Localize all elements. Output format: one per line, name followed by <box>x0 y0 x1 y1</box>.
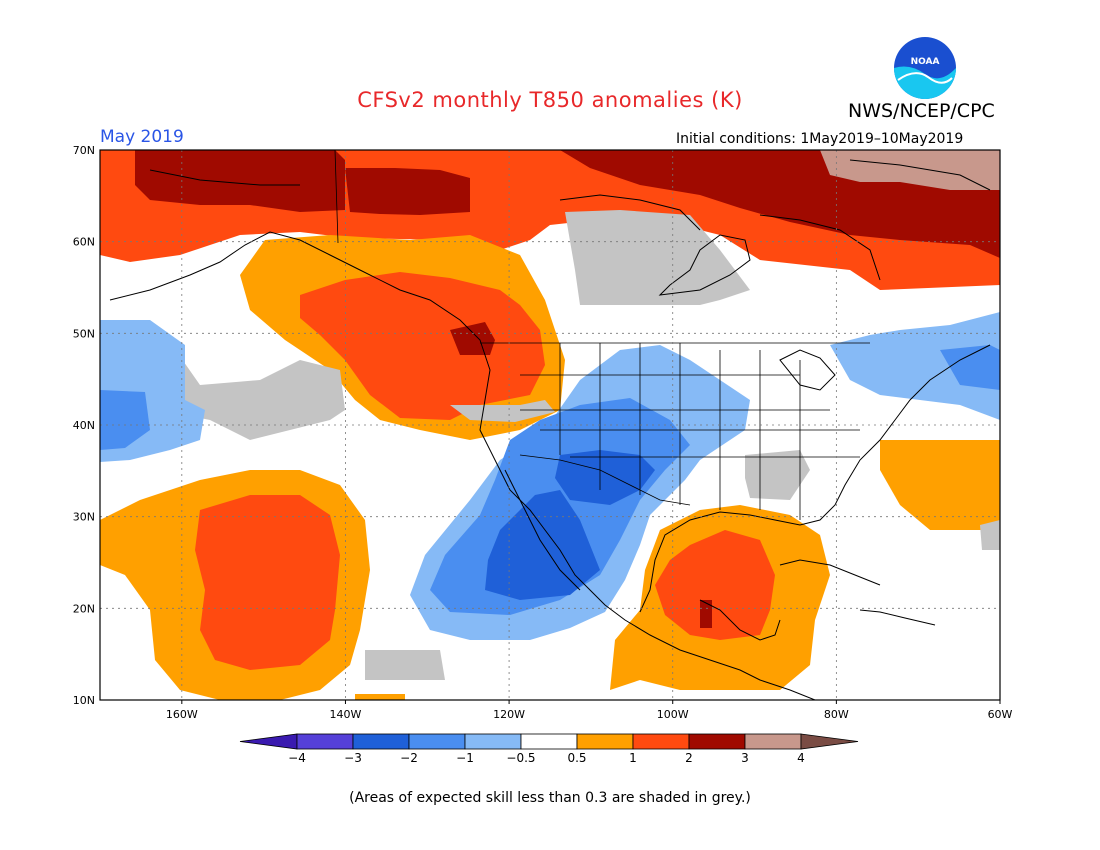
lon-label: 80W <box>824 708 849 721</box>
anomaly-region-yucatan-strong <box>700 600 712 628</box>
colorbar-box <box>632 733 690 750</box>
anomaly-region-baja-strong <box>485 490 600 600</box>
lat-label: 40N <box>73 419 95 432</box>
colorbar-tick-label: 3 <box>741 751 749 765</box>
anomaly-region-gulf-red <box>655 530 775 640</box>
low-skill-region-atlantic-east <box>980 520 1000 550</box>
colorbar-box <box>576 733 634 750</box>
colorbar-box <box>744 733 802 750</box>
low-skill-region-oregon <box>450 400 555 422</box>
lon-label: 60W <box>988 708 1013 721</box>
coastlines <box>109 159 991 700</box>
lat-lon-grid <box>100 150 1000 700</box>
anomaly-region-atlantic-cool <box>830 312 1000 420</box>
colorbar-tick-label: −3 <box>344 751 362 765</box>
lat-label: 50N <box>73 327 95 340</box>
colorbar-box <box>464 733 522 750</box>
lon-label: 160W <box>166 708 198 721</box>
logo-text: NOAA <box>911 57 940 67</box>
lat-label: 60N <box>73 236 95 249</box>
colorbar-arrow-low <box>239 733 298 750</box>
anomaly-region-atlantic-warm <box>880 440 1000 530</box>
colorbar-box <box>296 733 354 750</box>
lat-label: 20N <box>73 602 95 615</box>
political-borders <box>334 150 870 520</box>
anomaly-region-bc-strong <box>450 322 495 355</box>
colorbar-tick-label: −2 <box>400 751 418 765</box>
colorbar-tick-label: −0.5 <box>506 751 535 765</box>
colorbar-tick-label: −1 <box>456 751 474 765</box>
map-frame <box>99 149 1001 701</box>
lon-label: 120W <box>493 708 525 721</box>
chart-title: CFSv2 monthly T850 anomalies (K) <box>357 88 743 112</box>
anomaly-region-canada-red <box>300 272 545 420</box>
noaa-logo: NOAA <box>894 37 956 99</box>
anomaly-region-newfoundland-cool <box>940 345 1000 390</box>
colorbar-tick-label: 1 <box>629 751 637 765</box>
anomaly-region-canada-strong <box>345 168 470 215</box>
agency-label: NWS/NCEP/CPC <box>848 100 995 122</box>
lon-label: 100W <box>657 708 689 721</box>
colorbar-box <box>688 733 746 750</box>
low-skill-region-tropical-pacific <box>365 650 445 680</box>
lat-label: 70N <box>73 144 95 157</box>
forecast-month: May 2019 <box>100 127 184 147</box>
anomaly-region-north-pacific-cooler <box>100 390 150 450</box>
latitude-labels: 70N 60N 50N 40N 30N 20N 10N <box>73 144 95 707</box>
low-skill-region-southeast-us <box>745 450 810 500</box>
colorbar-tick-label: 4 <box>797 751 805 765</box>
colorbar-tick-label: 2 <box>685 751 693 765</box>
lat-label: 10N <box>73 694 95 707</box>
colorbar: −4 −3 −2 −1 −0.5 0.5 1 2 3 4 <box>239 733 859 765</box>
colorbar-box <box>352 733 410 750</box>
anomaly-region-south-pacific-warm <box>355 694 405 700</box>
colorbar-arrow-high <box>800 733 859 750</box>
colorbar-tick-label: −4 <box>288 751 306 765</box>
footnote: (Areas of expected skill less than 0.3 a… <box>349 790 751 806</box>
low-skill-region-hudson <box>565 210 750 305</box>
lon-label: 140W <box>330 708 362 721</box>
anomaly-region-greenland <box>820 150 1000 190</box>
colorbar-box <box>408 733 466 750</box>
anomaly-region-subtropical-pacific-red <box>195 495 340 670</box>
colorbar-box <box>520 733 578 750</box>
lat-label: 30N <box>73 511 95 524</box>
anomaly-region-swus-strong <box>555 450 655 505</box>
longitude-labels: 160W 140W 120W 100W 80W 60W <box>166 700 1013 721</box>
anomaly-region-alaska-strong <box>135 150 345 212</box>
initial-conditions: Initial conditions: 1May2019–10May2019 <box>676 131 964 147</box>
colorbar-tick-label: 0.5 <box>567 751 586 765</box>
